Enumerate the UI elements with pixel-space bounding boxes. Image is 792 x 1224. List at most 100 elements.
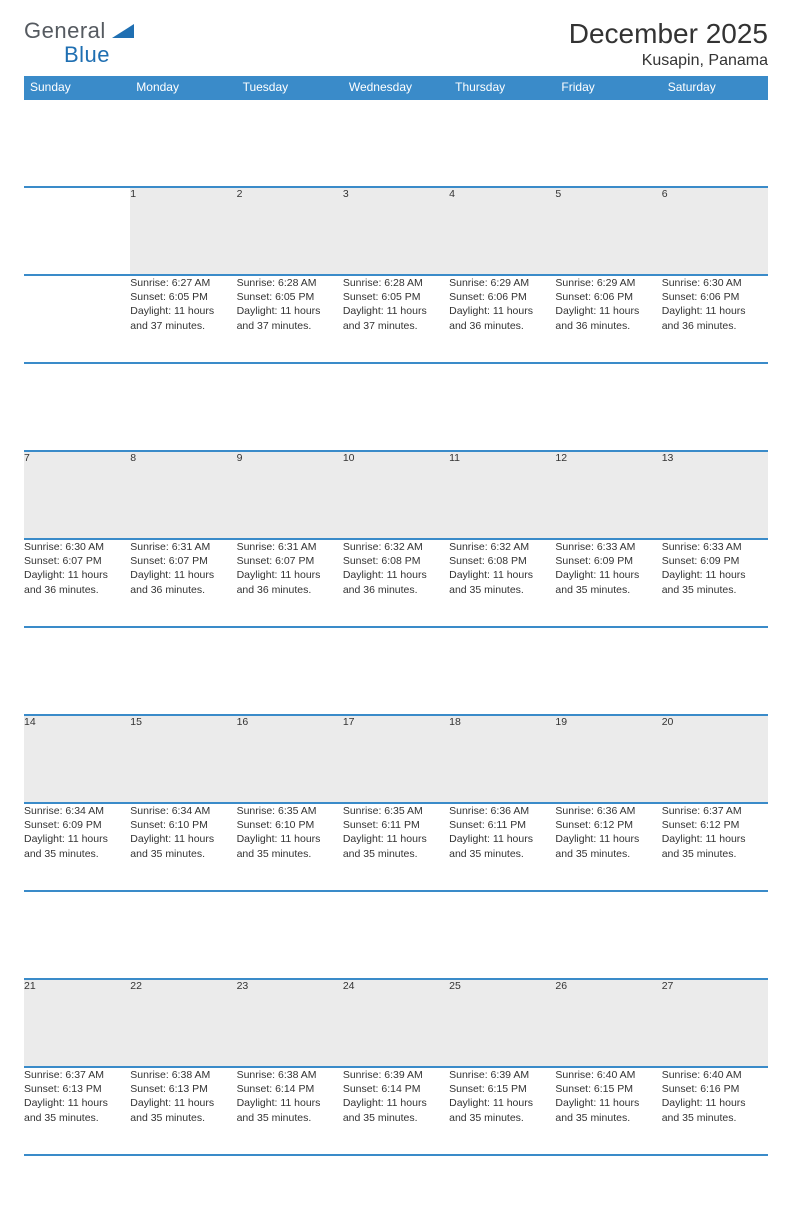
day-sunrise: Sunrise: 6:32 AM — [449, 540, 555, 554]
day-sunset: Sunset: 6:07 PM — [237, 554, 343, 568]
day-number: 10 — [343, 451, 449, 539]
day-day2: and 35 minutes. — [237, 847, 343, 861]
day-day2: and 35 minutes. — [449, 1111, 555, 1125]
day-sunrise: Sunrise: 6:34 AM — [130, 804, 236, 818]
calendar-table: SundayMondayTuesdayWednesdayThursdayFrid… — [24, 76, 768, 1224]
day-cell: Sunrise: 6:35 AMSunset: 6:10 PMDaylight:… — [237, 803, 343, 891]
day-number: 8 — [130, 451, 236, 539]
logo-triangle-icon — [112, 22, 134, 38]
day-day2: and 35 minutes. — [343, 847, 449, 861]
day-sunrise: Sunrise: 6:28 AM — [343, 276, 449, 290]
day-sunrise: Sunrise: 6:31 AM — [237, 540, 343, 554]
day-number: 27 — [662, 979, 768, 1067]
day-day2: and 37 minutes. — [343, 319, 449, 333]
day-sunrise: Sunrise: 6:36 AM — [555, 804, 661, 818]
day-day2: and 37 minutes. — [130, 319, 236, 333]
day-day2: and 35 minutes. — [555, 583, 661, 597]
day-day1: Daylight: 11 hours — [449, 1096, 555, 1110]
day-sunrise: Sunrise: 6:29 AM — [555, 276, 661, 290]
day-day1: Daylight: 11 hours — [662, 568, 768, 582]
day-number: 3 — [343, 187, 449, 275]
day-sunset: Sunset: 6:11 PM — [449, 818, 555, 832]
day-cell: Sunrise: 6:30 AMSunset: 6:06 PMDaylight:… — [662, 275, 768, 363]
day-day2: and 35 minutes. — [662, 583, 768, 597]
day-cell: Sunrise: 6:34 AMSunset: 6:09 PMDaylight:… — [24, 803, 130, 891]
day-cell: Sunrise: 6:32 AMSunset: 6:08 PMDaylight:… — [343, 539, 449, 627]
day-sunset: Sunset: 6:09 PM — [24, 818, 130, 832]
day-cell: Sunrise: 6:36 AMSunset: 6:11 PMDaylight:… — [449, 803, 555, 891]
day-day1: Daylight: 11 hours — [449, 568, 555, 582]
day-sunrise: Sunrise: 6:30 AM — [662, 276, 768, 290]
day-number: 19 — [555, 715, 661, 803]
day-header: Wednesday — [343, 76, 449, 99]
day-cell: Sunrise: 6:38 AMSunset: 6:13 PMDaylight:… — [130, 1067, 236, 1155]
day-number: 9 — [237, 451, 343, 539]
day-day2: and 35 minutes. — [343, 1111, 449, 1125]
day-number: 18 — [449, 715, 555, 803]
day-number: 21 — [24, 979, 130, 1067]
day-number: 12 — [555, 451, 661, 539]
day-day1: Daylight: 11 hours — [662, 304, 768, 318]
day-day2: and 35 minutes. — [130, 847, 236, 861]
day-sunset: Sunset: 6:15 PM — [449, 1082, 555, 1096]
month-title: December 2025 — [569, 18, 768, 50]
day-header: Saturday — [662, 76, 768, 99]
day-sunrise: Sunrise: 6:33 AM — [662, 540, 768, 554]
day-day2: and 35 minutes. — [662, 1111, 768, 1125]
day-sunset: Sunset: 6:14 PM — [237, 1082, 343, 1096]
day-sunset: Sunset: 6:06 PM — [555, 290, 661, 304]
day-day2: and 35 minutes. — [449, 847, 555, 861]
day-day1: Daylight: 11 hours — [555, 832, 661, 846]
day-number: 15 — [130, 715, 236, 803]
day-cell: Sunrise: 6:36 AMSunset: 6:12 PMDaylight:… — [555, 803, 661, 891]
day-sunrise: Sunrise: 6:38 AM — [130, 1068, 236, 1082]
header: General December 2025 Kusapin, Panama — [24, 18, 768, 70]
day-cell: Sunrise: 6:37 AMSunset: 6:13 PMDaylight:… — [24, 1067, 130, 1155]
day-sunset: Sunset: 6:07 PM — [24, 554, 130, 568]
day-sunrise: Sunrise: 6:31 AM — [130, 540, 236, 554]
day-cell: Sunrise: 6:31 AMSunset: 6:07 PMDaylight:… — [237, 539, 343, 627]
day-day2: and 35 minutes. — [24, 1111, 130, 1125]
day-sunset: Sunset: 6:05 PM — [130, 290, 236, 304]
day-day1: Daylight: 11 hours — [449, 304, 555, 318]
day-day1: Daylight: 11 hours — [130, 568, 236, 582]
day-sunrise: Sunrise: 6:34 AM — [24, 804, 130, 818]
day-sunrise: Sunrise: 6:37 AM — [662, 804, 768, 818]
day-day2: and 35 minutes. — [237, 1111, 343, 1125]
day-day1: Daylight: 11 hours — [343, 832, 449, 846]
day-cell: Sunrise: 6:38 AMSunset: 6:14 PMDaylight:… — [237, 1067, 343, 1155]
day-sunrise: Sunrise: 6:32 AM — [343, 540, 449, 554]
day-number: 25 — [449, 979, 555, 1067]
day-number: 24 — [343, 979, 449, 1067]
day-cell: Sunrise: 6:33 AMSunset: 6:09 PMDaylight:… — [555, 539, 661, 627]
day-cell: Sunrise: 6:29 AMSunset: 6:06 PMDaylight:… — [449, 275, 555, 363]
location: Kusapin, Panama — [569, 52, 768, 70]
day-cell: Sunrise: 6:34 AMSunset: 6:10 PMDaylight:… — [130, 803, 236, 891]
day-day1: Daylight: 11 hours — [130, 832, 236, 846]
logo-text-general: General — [24, 18, 106, 44]
day-number: 2 — [237, 187, 343, 275]
day-sunset: Sunset: 6:06 PM — [662, 290, 768, 304]
day-day2: and 35 minutes. — [449, 583, 555, 597]
day-day2: and 35 minutes. — [24, 847, 130, 861]
day-number: 17 — [343, 715, 449, 803]
day-sunset: Sunset: 6:05 PM — [343, 290, 449, 304]
day-sunrise: Sunrise: 6:39 AM — [343, 1068, 449, 1082]
day-number: 1 — [130, 187, 236, 275]
day-sunset: Sunset: 6:15 PM — [555, 1082, 661, 1096]
day-number: 6 — [662, 187, 768, 275]
day-cell: Sunrise: 6:39 AMSunset: 6:15 PMDaylight:… — [449, 1067, 555, 1155]
day-sunset: Sunset: 6:16 PM — [662, 1082, 768, 1096]
day-day2: and 35 minutes. — [555, 847, 661, 861]
day-day1: Daylight: 11 hours — [130, 304, 236, 318]
day-sunset: Sunset: 6:13 PM — [24, 1082, 130, 1096]
day-sunset: Sunset: 6:09 PM — [662, 554, 768, 568]
day-day1: Daylight: 11 hours — [555, 568, 661, 582]
day-cell — [24, 275, 130, 363]
day-cell: Sunrise: 6:28 AMSunset: 6:05 PMDaylight:… — [343, 275, 449, 363]
day-sunset: Sunset: 6:08 PM — [343, 554, 449, 568]
day-sunrise: Sunrise: 6:33 AM — [555, 540, 661, 554]
day-day1: Daylight: 11 hours — [343, 1096, 449, 1110]
day-day2: and 36 minutes. — [24, 583, 130, 597]
day-day2: and 36 minutes. — [662, 319, 768, 333]
